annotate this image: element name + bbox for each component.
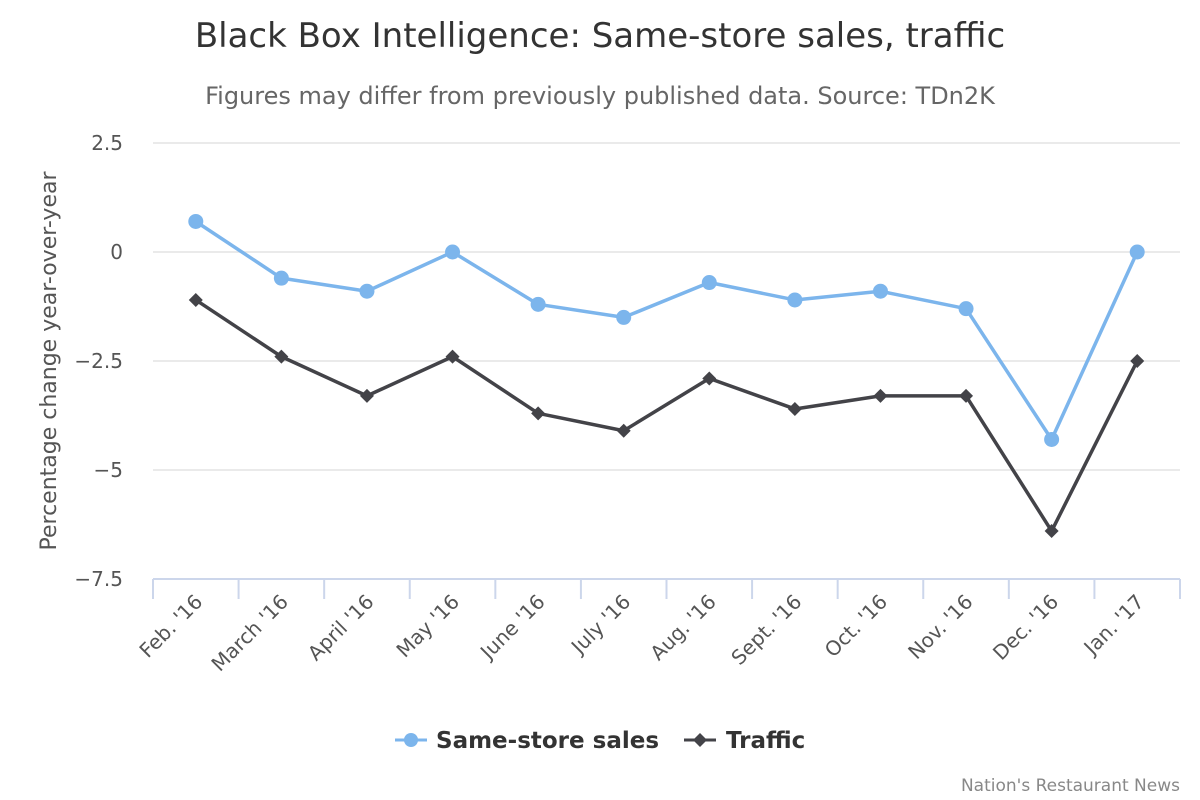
- legend-item-traffic[interactable]: Traffic: [684, 728, 805, 754]
- credit-text[interactable]: Nation's Restaurant News: [961, 776, 1180, 796]
- chart-canvas: Black Box Intelligence: Same-store sales…: [0, 0, 1200, 800]
- data-point-same-store-sales[interactable]: [445, 245, 460, 260]
- x-tick-label: Sept. '16: [726, 590, 806, 670]
- y-axis-ticks: 2.5 0 −2.5 −5 −7.5: [74, 131, 123, 591]
- data-point-traffic[interactable]: [1130, 354, 1144, 368]
- legend-marker-traffic: [693, 733, 707, 747]
- data-point-traffic[interactable]: [788, 402, 802, 416]
- data-point-same-store-sales[interactable]: [787, 292, 802, 307]
- chart-title: Black Box Intelligence: Same-store sales…: [195, 16, 1005, 56]
- data-point-same-store-sales[interactable]: [1130, 245, 1145, 260]
- legend-item-same-store-sales[interactable]: Same-store sales: [395, 728, 659, 754]
- x-tick-label: Aug. '16: [645, 590, 720, 665]
- y-tick-label: 0: [110, 240, 123, 264]
- series-line-same-store-sales: [196, 221, 1137, 439]
- y-axis-label: Percentage change year-over-year: [37, 171, 62, 551]
- data-point-traffic[interactable]: [360, 389, 374, 403]
- data-point-same-store-sales[interactable]: [274, 271, 289, 286]
- x-axis: Feb. '16March '16April '16May '16June '1…: [134, 579, 1180, 676]
- data-point-traffic[interactable]: [873, 389, 887, 403]
- x-tick-label: June '16: [474, 590, 550, 666]
- x-tick-label: May '16: [391, 590, 464, 663]
- y-tick-label: −5: [94, 458, 123, 482]
- x-tick-label: Jan. '17: [1078, 590, 1149, 661]
- x-tick-label: Feb. '16: [134, 590, 207, 663]
- data-point-same-store-sales[interactable]: [188, 214, 203, 229]
- legend-label-traffic: Traffic: [726, 728, 805, 754]
- y-tick-label: −7.5: [74, 567, 123, 591]
- legend-marker-same-store-sales: [404, 733, 418, 747]
- grid-lines: [153, 143, 1180, 470]
- y-tick-label: −2.5: [74, 349, 123, 373]
- legend-label-same-store-sales: Same-store sales: [436, 728, 659, 754]
- series-layer: [188, 214, 1144, 538]
- x-tick-label: Dec. '16: [988, 590, 1063, 665]
- x-tick-label: March '16: [206, 590, 292, 676]
- x-tick-label: July '16: [565, 590, 635, 660]
- data-point-same-store-sales[interactable]: [702, 275, 717, 290]
- data-point-same-store-sales[interactable]: [359, 284, 374, 299]
- legend[interactable]: Same-store sales Traffic: [395, 728, 805, 754]
- x-tick-label: Nov. '16: [903, 590, 977, 664]
- data-point-same-store-sales[interactable]: [616, 310, 631, 325]
- x-tick-label: April '16: [303, 590, 379, 666]
- data-point-same-store-sales[interactable]: [1044, 432, 1059, 447]
- data-point-same-store-sales[interactable]: [531, 297, 546, 312]
- x-tick-label: Oct. '16: [820, 590, 892, 662]
- chart-subtitle: Figures may differ from previously publi…: [205, 82, 996, 110]
- series-line-traffic: [196, 300, 1137, 531]
- data-point-same-store-sales[interactable]: [873, 284, 888, 299]
- y-tick-label: 2.5: [91, 131, 123, 155]
- data-point-same-store-sales[interactable]: [959, 301, 974, 316]
